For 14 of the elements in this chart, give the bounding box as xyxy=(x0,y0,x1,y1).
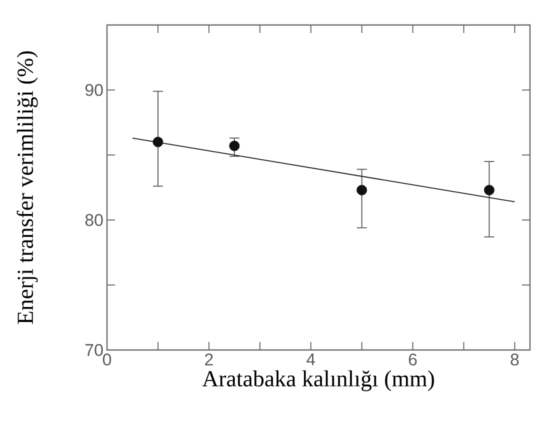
x-tick-label: 0 xyxy=(102,354,112,366)
y-axis-title: Enerji transfer verimliliği (%) xyxy=(16,51,38,324)
x-tick-label: 4 xyxy=(306,354,316,366)
x-tick-label: 2 xyxy=(205,354,213,366)
point xyxy=(484,184,494,196)
y-tick-label: 80 xyxy=(85,214,103,226)
x-tick-label: 6 xyxy=(408,354,417,366)
point xyxy=(152,136,164,148)
point xyxy=(356,184,368,196)
x-tick-label: 8 xyxy=(510,354,519,366)
y-tick-label: 70 xyxy=(86,344,103,356)
x-axis-title: Aratabaka kalınlığı (mm) xyxy=(202,370,434,392)
point xyxy=(229,140,240,152)
y-tick-label: 90 xyxy=(85,84,103,96)
